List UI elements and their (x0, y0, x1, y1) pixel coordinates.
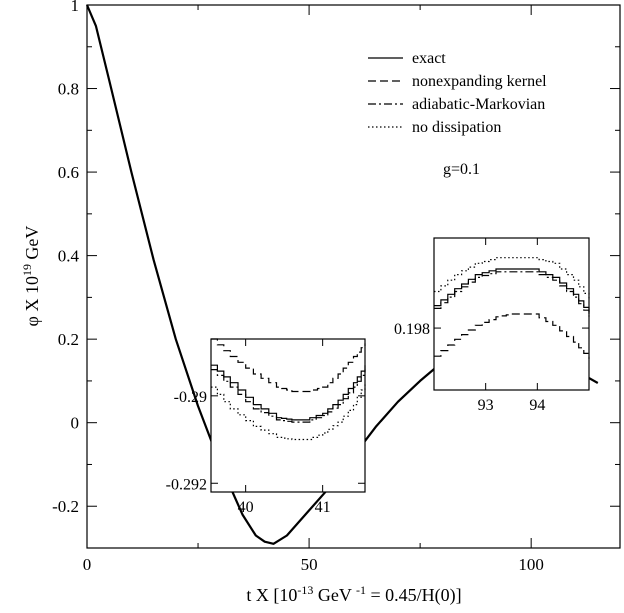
legend: exact nonexpanding kernel adiabatic-Mark… (368, 50, 547, 136)
inset-right-curve-dotted (434, 257, 590, 300)
y-axis-label-main: φ X 10 (22, 276, 42, 326)
inset-y-tick-label: -0.29 (174, 389, 207, 406)
y-tick-label: 0.4 (58, 247, 80, 266)
inset-x-tick-label: 94 (529, 397, 545, 414)
y-axis-label-exp: 19 (20, 264, 34, 276)
y-tick-label: -0.2 (52, 497, 79, 516)
x-tick-label: 50 (301, 555, 318, 574)
inset-left-frame (210, 338, 366, 493)
x-axis-label-mid: GeV (313, 585, 356, 605)
inset-right-curve-solid (434, 268, 590, 314)
annotation-g: g=0.1 (443, 161, 480, 178)
x-axis-label-main: t X [10 (246, 585, 297, 605)
inset-left: 40 41 -0.29 -0.292 (166, 338, 366, 516)
plot-frame (86, 4, 621, 549)
inset-left-curve-solid (211, 364, 366, 421)
legend-label-adiabatic: adiabatic-Markovian (412, 96, 545, 113)
inset-right-frame (433, 237, 590, 391)
inset-x-tick-label: 93 (478, 397, 494, 414)
y-axis-label-tail: GeV (22, 226, 42, 265)
legend-label-exact: exact (412, 50, 446, 67)
inset-left-curve-dashed (211, 338, 366, 393)
main-axis-ticks: -0.2 0 0.2 0.4 0.6 0.8 1 0 50 100 (52, 0, 620, 574)
x-axis-label-tail: = 0.45/H(0)] (366, 585, 462, 606)
inset-left-curve-dotted (211, 382, 366, 441)
y-tick-label: 0.2 (58, 330, 79, 349)
legend-label-no-dissipation: no dissipation (412, 119, 501, 136)
inset-right-curve-dashdot (434, 271, 590, 317)
x-axis-label-exp1: -13 (297, 583, 313, 597)
y-tick-label: 0.6 (58, 163, 79, 182)
inset-x-tick-label: 40 (238, 499, 254, 516)
inset-y-tick-label: 0.198 (394, 321, 430, 338)
inset-right: 93 94 0.198 (394, 237, 590, 414)
x-axis-label-exp2: -1 (356, 583, 366, 597)
legend-label-nonexpanding: nonexpanding kernel (412, 73, 547, 90)
inset-left-curve-dashdot (211, 369, 366, 423)
y-tick-label: 0 (71, 414, 80, 433)
inset-y-tick-label: -0.292 (166, 476, 207, 493)
y-axis-label: φ X 1019 GeV (20, 226, 42, 327)
x-tick-label: 0 (83, 555, 92, 574)
x-axis-label: t X [10-13 GeV -1 = 0.45/H(0)] (246, 583, 461, 606)
inset-x-tick-label: 41 (315, 499, 331, 516)
x-tick-label: 100 (518, 555, 544, 574)
y-tick-label: 1 (71, 0, 80, 15)
y-tick-label: 0.8 (58, 80, 79, 99)
